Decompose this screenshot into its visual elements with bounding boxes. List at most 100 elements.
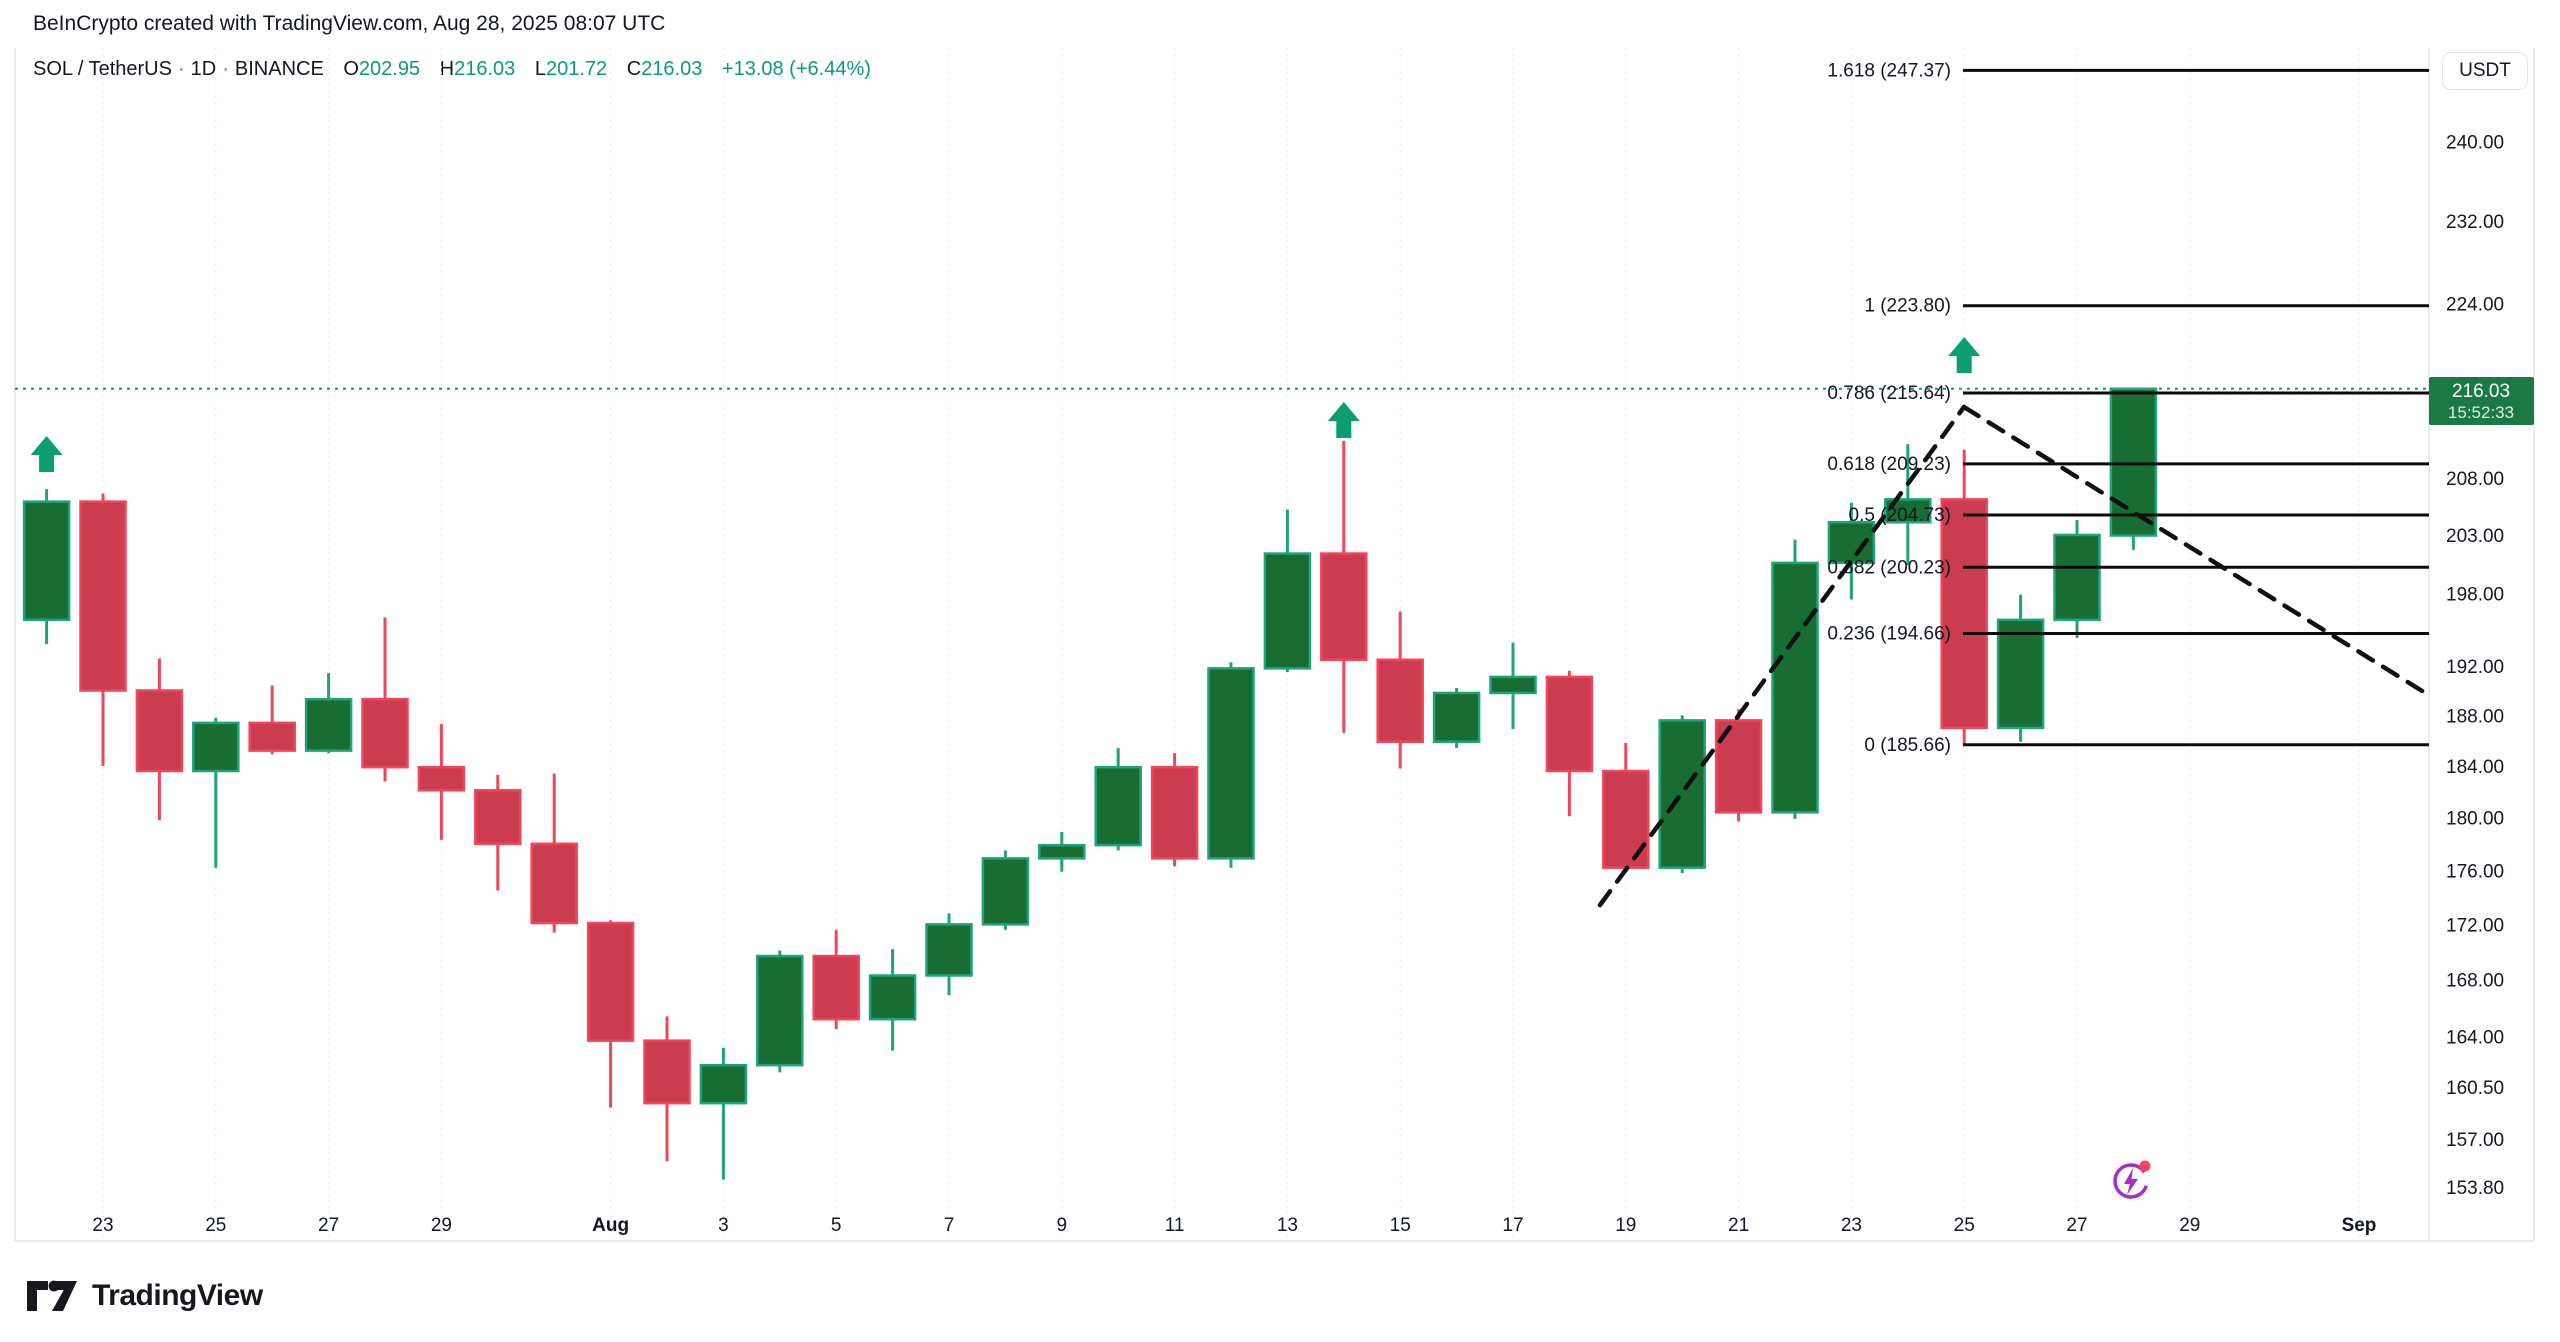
candle-body [1094,765,1142,847]
fib-label-0.786: 0.786 (215.64) [1827,383,1951,404]
candle-aug-16[interactable] [1432,688,1481,749]
date-axis-label[interactable]: Aug [592,1215,629,1236]
date-axis-label[interactable]: 7 [944,1215,955,1236]
candle-aug-12[interactable] [1207,662,1255,868]
ohlc-low: L201.72 [534,58,608,80]
candle-aug-24[interactable] [1884,444,1932,566]
candle-body [135,689,184,773]
candle-jul-29[interactable] [417,724,466,840]
candle-body [417,765,466,792]
fib-label-1: 1 (223.80) [1864,296,1951,317]
date-axis-label[interactable]: 13 [1277,1215,1298,1236]
candle-aug-15[interactable] [1376,611,1424,769]
date-axis-label[interactable]: Sep [2342,1215,2377,1236]
candle-body [981,857,1030,926]
date-axis-label[interactable]: 17 [1502,1215,1523,1236]
candle-body [248,721,296,752]
candle-aug-8[interactable] [981,850,1030,930]
price-axis-label: 184.00 [2446,757,2504,778]
candle-aug-22[interactable] [1771,539,1819,819]
date-axis-label[interactable]: 29 [431,1215,452,1236]
up-arrow-marker[interactable] [30,436,63,472]
candle-aug-11[interactable] [1150,753,1199,867]
candle-jul-27[interactable] [304,673,353,754]
candle-aug-4[interactable] [756,950,804,1073]
candle-aug-13[interactable] [1263,509,1312,673]
candle-jul-28[interactable] [361,617,409,782]
candle-aug-1[interactable] [586,920,635,1108]
price-axis-label: 198.00 [2446,585,2504,606]
candle-aug-21[interactable] [1714,709,1763,822]
candle-aug-5[interactable] [812,929,860,1030]
candle-jul-24[interactable] [135,658,184,821]
price-axis-label: 168.00 [2446,971,2504,992]
candle-aug-2[interactable] [643,1016,691,1162]
date-axis-label[interactable]: 9 [1057,1215,1068,1236]
date-axis-label[interactable]: 25 [1954,1215,1975,1236]
up-arrow-marker[interactable] [1948,337,1981,373]
candle-aug-26[interactable] [1996,594,2045,742]
price-axis-label: 224.00 [2446,295,2504,316]
candle-aug-14[interactable] [1320,440,1368,733]
candle-aug-10[interactable] [1094,748,1142,851]
date-axis-label[interactable]: 29 [2179,1215,2200,1236]
price-axis-label: 240.00 [2446,132,2504,153]
candle-jul-30[interactable] [474,774,522,891]
fib-label-0.236: 0.236 (194.66) [1827,624,1951,645]
candle-aug-28[interactable] [2109,387,2158,550]
candle-body [1771,561,1819,814]
date-axis-label[interactable]: 27 [2066,1215,2087,1236]
candle-body [2109,387,2158,537]
descending-dashed-trendline[interactable] [1961,404,2430,697]
ohlc-open: O202.95 [343,58,421,80]
symbol-title[interactable]: SOL / TetherUS [33,58,172,80]
lightning-bolt-icon [2124,1168,2138,1195]
candle-aug-17[interactable] [1489,642,1537,730]
candle-body [1038,843,1086,860]
date-axis-label[interactable]: 3 [718,1215,729,1236]
candle-aug-27[interactable] [2053,519,2101,638]
candle-body [1884,498,1932,524]
symbol-legend[interactable]: SOL / TetherUS · 1D · BINANCE O202.95 H216.0… [33,58,871,81]
date-axis-label[interactable]: 23 [92,1215,113,1236]
date-axis-label[interactable]: 21 [1728,1215,1749,1236]
flash-ideas-icon[interactable] [2108,1158,2153,1203]
interval-label[interactable]: 1D [190,58,217,80]
candle-body [1658,719,1706,869]
price-axis-label: 176.00 [2446,861,2504,882]
currency-unit-button[interactable]: USDT [2442,52,2528,90]
up-arrow-marker[interactable] [1327,402,1360,438]
date-axis-label[interactable]: 15 [1390,1215,1411,1236]
date-axis-label[interactable]: 19 [1615,1215,1636,1236]
candle-aug-7[interactable] [925,913,973,996]
candle-jul-23[interactable] [79,493,127,766]
candle-body [304,697,353,752]
candle-aug-20[interactable] [1658,715,1706,874]
candle-aug-6[interactable] [868,949,917,1051]
ascending-dashed-trendline[interactable] [1597,404,1967,908]
price-axis-label: 180.00 [2446,809,2504,830]
candle-body [79,500,127,692]
date-axis-label[interactable]: 23 [1841,1215,1862,1236]
price-badge-value: 216.03 [2452,381,2510,402]
candle-aug-19[interactable] [1602,743,1650,872]
candle-jul-31[interactable] [530,773,578,933]
date-axis-label[interactable]: 11 [1165,1215,1185,1236]
candle-aug-18[interactable] [1545,670,1594,817]
candle-body [699,1063,748,1105]
date-axis-label[interactable]: 27 [318,1215,339,1236]
exchange-label[interactable]: BINANCE [234,58,324,80]
candle-aug-25[interactable] [1940,449,1988,745]
candle-jul-26[interactable] [248,685,296,755]
tradingview-logo-icon [27,1280,77,1311]
candle-aug-9[interactable] [1038,831,1086,872]
tradingview-logo[interactable]: TradingView [26,1276,263,1316]
candle-jul-22[interactable] [22,489,71,644]
candle-aug-3[interactable] [699,1047,748,1180]
date-axis-label[interactable]: 5 [831,1215,842,1236]
candle-jul-25[interactable] [192,717,240,868]
date-axis-label[interactable]: 25 [205,1215,226,1236]
